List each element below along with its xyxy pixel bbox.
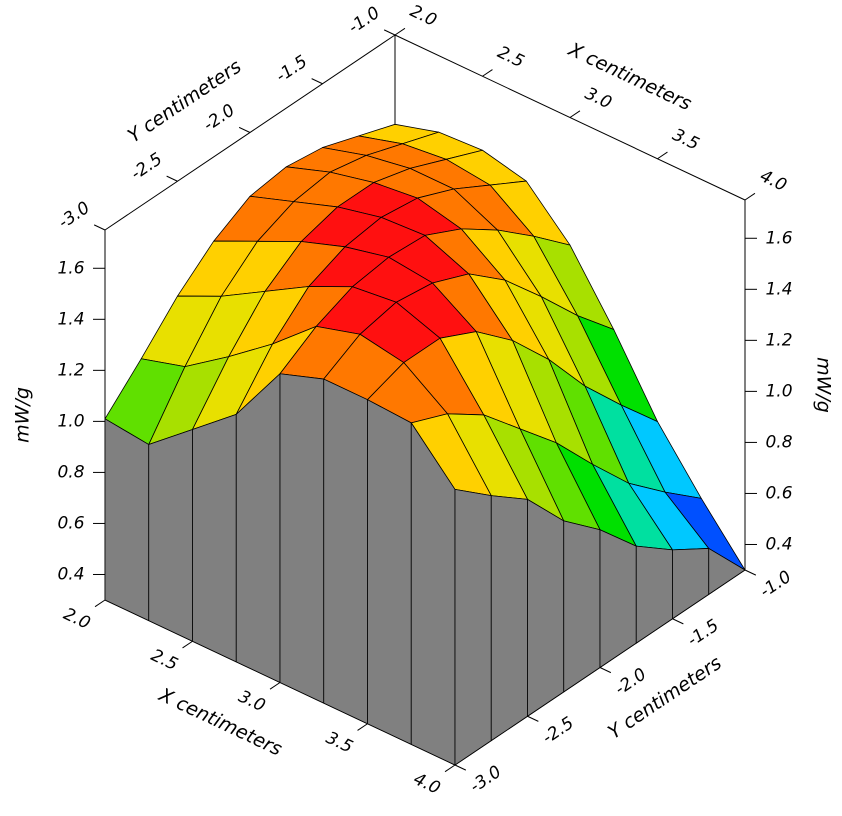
y-tick-top-mark	[93, 224, 106, 231]
x-tick-label: 3.5	[323, 728, 356, 758]
y-tick-label: -1.0	[756, 567, 795, 602]
z-tick-right-label: 1.6	[765, 228, 792, 248]
z-axis-title: mW/g	[12, 387, 34, 443]
x-tick-mark	[269, 682, 281, 690]
y-tick-mark	[527, 715, 539, 722]
x-tick-top-label: 3.5	[669, 125, 702, 155]
y-tick-mark	[454, 764, 467, 771]
x-tick-label: 4.0	[410, 769, 443, 799]
y-tick-mark	[599, 667, 612, 674]
wall-strip	[563, 520, 601, 693]
z-axis-title-right: mW/g	[813, 357, 835, 413]
y-tick-top-mark	[383, 29, 396, 36]
x-tick-top-mark	[482, 69, 493, 77]
z-tick-left-label: 1.4	[57, 309, 84, 329]
x-tick-mark	[357, 723, 368, 731]
z-tick-right-label: 1.0	[765, 381, 792, 401]
z-tick-left-label: 1.2	[57, 360, 84, 380]
x-tick-top-mark	[569, 110, 581, 118]
x-tick-label: 2.0	[60, 604, 93, 634]
wall-strip	[599, 529, 637, 668]
y-tick-mark	[672, 618, 684, 625]
y-tick-label: -1.5	[684, 616, 723, 651]
x-tick-label: 2.5	[148, 645, 181, 675]
z-tick-right-label: 1.2	[765, 330, 792, 350]
z-tick-right-label: 0.8	[765, 432, 792, 452]
wall-strip	[635, 545, 673, 644]
y-tick-top-label: -2.0	[200, 100, 239, 135]
wall-strip	[192, 413, 237, 663]
z-tick-left-label: 1.0	[57, 411, 84, 431]
x-tick-label: 3.0	[235, 687, 268, 717]
wall-strip	[672, 548, 710, 620]
z-tick-right-label: 0.4	[765, 534, 792, 554]
wall-strip	[367, 399, 412, 745]
z-tick-right-label: 1.4	[765, 279, 792, 299]
y-tick-mark	[744, 569, 757, 576]
wall-strip	[104, 418, 150, 622]
y-tick-label: -2.5	[539, 713, 578, 748]
wall-strip	[490, 495, 528, 742]
x-axis-title-top: X centimeters	[564, 38, 695, 115]
x-tick-top-label: 2.0	[407, 1, 440, 31]
x-axis-title: X centimeters	[155, 683, 286, 760]
y-tick-top-label: -1.0	[345, 3, 384, 38]
y-tick-top-mark	[238, 126, 251, 133]
wall-strip	[148, 429, 193, 642]
x-tick-top-label: 2.5	[494, 42, 527, 72]
z-tick-left-label: 1.6	[57, 258, 84, 278]
z-tick-left-label: 0.8	[57, 462, 84, 482]
y-tick-top-label: -1.5	[272, 52, 311, 87]
x-tick-mark	[444, 764, 456, 773]
y-tick-top-label: -3.0	[55, 198, 94, 233]
x-tick-top-label: 4.0	[757, 166, 790, 196]
wall-strip	[708, 548, 746, 595]
y-tick-label: -3.0	[466, 762, 505, 797]
y-tick-label: -2.0	[611, 664, 650, 699]
wall-strip	[454, 489, 492, 766]
wall-strip	[235, 373, 281, 683]
wall-strip	[323, 378, 368, 725]
y-tick-top-label: -2.5	[127, 149, 166, 184]
wall-strip	[279, 373, 325, 704]
wall-strip	[527, 498, 565, 717]
z-tick-left-label: 0.6	[57, 513, 84, 533]
x-tick-top-mark	[657, 151, 668, 160]
y-tick-top-mark	[166, 175, 178, 182]
y-tick-top-mark	[311, 78, 323, 85]
x-tick-mark	[182, 640, 193, 649]
x-tick-top-mark	[744, 192, 756, 201]
x-tick-top-mark	[394, 27, 406, 36]
z-tick-left-label: 0.4	[57, 564, 84, 584]
x-tick-top-label: 3.0	[582, 84, 615, 114]
x-tick-mark	[94, 599, 106, 608]
z-tick-right-label: 0.6	[765, 483, 792, 503]
